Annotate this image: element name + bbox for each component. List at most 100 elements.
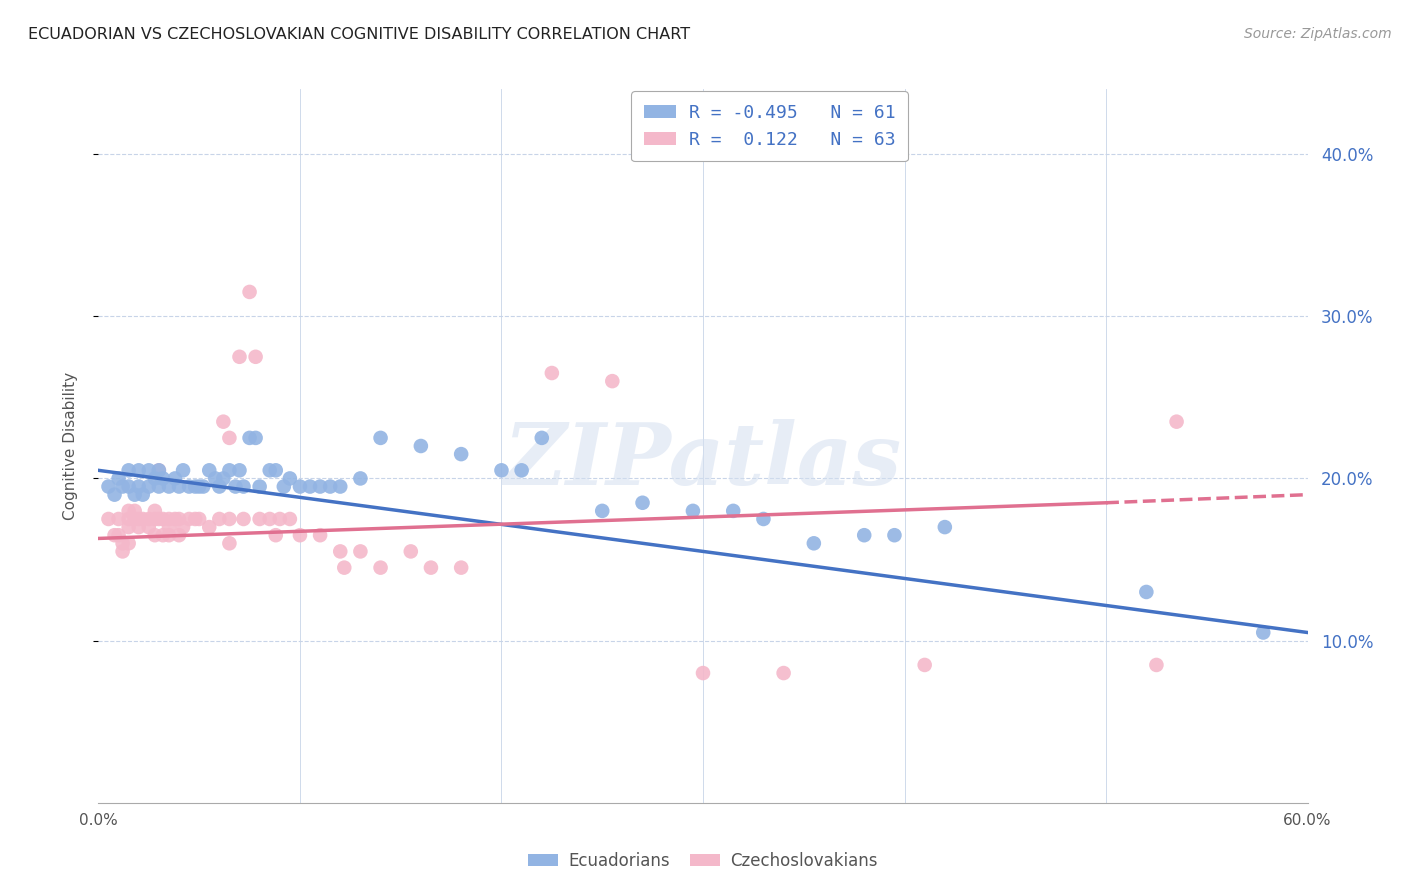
Point <box>349 471 371 485</box>
Point <box>752 512 775 526</box>
Point <box>264 463 287 477</box>
Text: ECUADORIAN VS CZECHOSLOVAKIAN COGNITIVE DISABILITY CORRELATION CHART: ECUADORIAN VS CZECHOSLOVAKIAN COGNITIVE … <box>28 27 690 42</box>
Point <box>157 479 180 493</box>
Point <box>157 520 180 534</box>
Point <box>193 479 215 493</box>
Point <box>249 479 271 493</box>
Point <box>138 463 160 477</box>
Point <box>309 479 332 493</box>
Point <box>103 488 125 502</box>
Point <box>218 431 240 445</box>
Point <box>163 471 186 485</box>
Point <box>143 471 166 485</box>
Point <box>530 431 553 445</box>
Point <box>420 560 443 574</box>
Point <box>118 463 141 477</box>
Point <box>152 471 174 485</box>
Point <box>143 512 166 526</box>
Point <box>107 471 129 485</box>
Point <box>208 512 231 526</box>
Point <box>143 504 166 518</box>
Point <box>212 471 235 485</box>
Point <box>163 512 186 526</box>
Point <box>132 488 155 502</box>
Point <box>264 528 287 542</box>
Point <box>803 536 825 550</box>
Point <box>204 471 226 485</box>
Point <box>157 512 180 526</box>
Point <box>218 536 240 550</box>
Point <box>111 479 134 493</box>
Point <box>288 479 311 493</box>
Point <box>1251 625 1274 640</box>
Point <box>212 415 235 429</box>
Point <box>541 366 564 380</box>
Point <box>319 479 342 493</box>
Point <box>97 512 120 526</box>
Point <box>107 528 129 542</box>
Point <box>228 463 250 477</box>
Point <box>273 479 295 493</box>
Point <box>152 528 174 542</box>
Point <box>218 512 240 526</box>
Point <box>118 512 141 526</box>
Point <box>1166 415 1188 429</box>
Point <box>853 528 876 542</box>
Point <box>682 504 704 518</box>
Point <box>167 512 190 526</box>
Point <box>167 528 190 542</box>
Point <box>409 439 432 453</box>
Point <box>450 447 472 461</box>
Point <box>309 528 332 542</box>
Point <box>179 512 201 526</box>
Point <box>883 528 905 542</box>
Point <box>188 479 211 493</box>
Point <box>631 496 654 510</box>
Point <box>232 512 254 526</box>
Point <box>143 528 166 542</box>
Point <box>124 512 146 526</box>
Point <box>329 544 352 558</box>
Point <box>259 512 281 526</box>
Point <box>184 512 207 526</box>
Point <box>148 512 170 526</box>
Point <box>148 463 170 477</box>
Point <box>772 666 794 681</box>
Point <box>138 512 160 526</box>
Point <box>157 528 180 542</box>
Text: ZIPatlas: ZIPatlas <box>503 418 903 502</box>
Point <box>1135 585 1157 599</box>
Point <box>118 520 141 534</box>
Point <box>172 463 194 477</box>
Point <box>184 479 207 493</box>
Point <box>288 528 311 542</box>
Point <box>128 479 150 493</box>
Point <box>148 463 170 477</box>
Point <box>245 431 267 445</box>
Point <box>239 431 262 445</box>
Point <box>259 463 281 477</box>
Point <box>224 479 246 493</box>
Point <box>138 479 160 493</box>
Point <box>602 374 624 388</box>
Point <box>198 463 221 477</box>
Point <box>103 528 125 542</box>
Point <box>723 504 745 518</box>
Point <box>591 504 613 518</box>
Text: Source: ZipAtlas.com: Source: ZipAtlas.com <box>1244 27 1392 41</box>
Point <box>107 512 129 526</box>
Point <box>329 479 352 493</box>
Point <box>450 560 472 574</box>
Point <box>239 285 262 299</box>
Point <box>179 479 201 493</box>
Point <box>278 471 301 485</box>
Point <box>299 479 322 493</box>
Point <box>97 479 120 493</box>
Point <box>934 520 956 534</box>
Point <box>124 504 146 518</box>
Point <box>132 512 155 526</box>
Y-axis label: Cognitive Disability: Cognitive Disability <box>63 372 77 520</box>
Point <box>138 520 160 534</box>
Point <box>218 463 240 477</box>
Point <box>118 479 141 493</box>
